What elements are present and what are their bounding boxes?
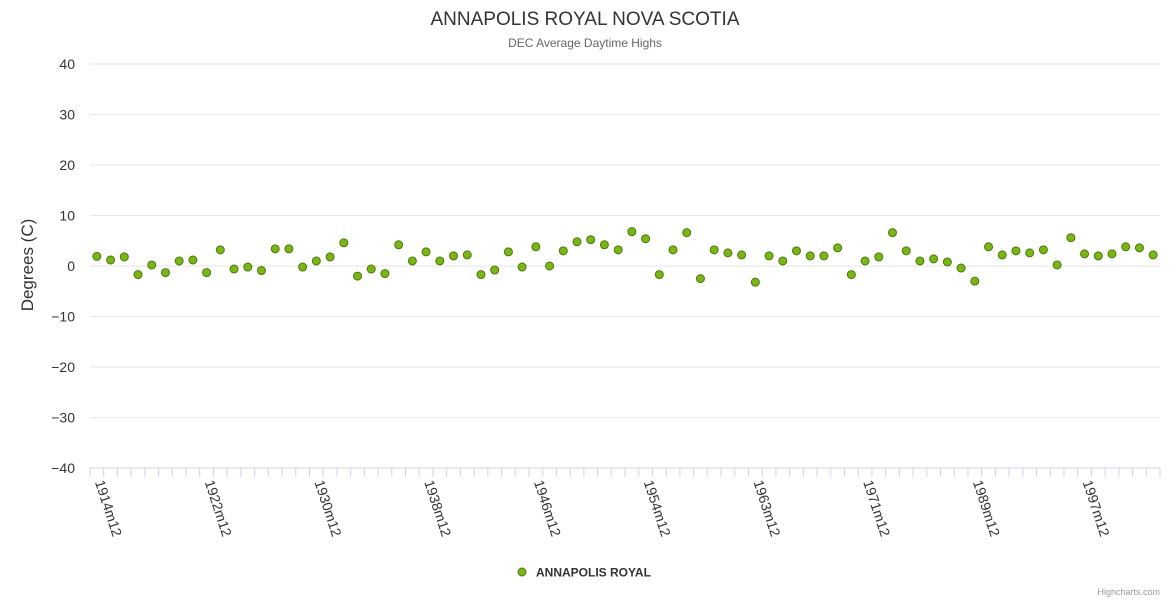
data-point[interactable]: [106, 255, 116, 265]
data-point[interactable]: [1025, 248, 1035, 258]
chart-title: ANNAPOLIS ROYAL NOVA SCOTIA: [430, 9, 739, 30]
legend-label[interactable]: ANNAPOLIS ROYAL: [536, 566, 651, 580]
data-point[interactable]: [641, 234, 651, 244]
data-point[interactable]: [586, 235, 596, 245]
legend[interactable]: ANNAPOLIS ROYAL: [517, 566, 651, 580]
data-point[interactable]: [243, 262, 253, 272]
data-point[interactable]: [997, 250, 1007, 260]
data-point[interactable]: [558, 246, 568, 256]
data-point[interactable]: [860, 256, 870, 266]
data-point[interactable]: [298, 262, 308, 272]
data-point[interactable]: [394, 240, 404, 250]
data-point[interactable]: [476, 270, 486, 280]
data-point[interactable]: [627, 227, 637, 237]
data-point[interactable]: [709, 245, 719, 255]
data-point[interactable]: [1038, 245, 1048, 255]
data-point[interactable]: [353, 271, 362, 281]
data-point[interactable]: [846, 270, 856, 280]
data-points: [92, 227, 1158, 287]
data-point[interactable]: [668, 245, 678, 255]
data-point[interactable]: [256, 266, 266, 276]
y-tick-label: −40: [51, 460, 75, 476]
data-point[interactable]: [284, 244, 294, 254]
data-point[interactable]: [174, 256, 184, 266]
data-point[interactable]: [1121, 242, 1131, 252]
data-point[interactable]: [119, 252, 129, 262]
data-point[interactable]: [723, 248, 733, 258]
data-point[interactable]: [970, 276, 980, 286]
data-point[interactable]: [449, 251, 459, 261]
data-point[interactable]: [188, 255, 198, 265]
data-point[interactable]: [750, 277, 760, 287]
data-point[interactable]: [311, 256, 321, 266]
gridlines: [90, 63, 1160, 418]
data-point[interactable]: [202, 268, 212, 278]
data-point[interactable]: [888, 228, 897, 238]
data-point[interactable]: [599, 240, 609, 250]
data-point[interactable]: [695, 274, 705, 284]
data-point[interactable]: [229, 264, 239, 274]
y-tick-label: 30: [59, 107, 75, 123]
data-point[interactable]: [1080, 249, 1090, 259]
data-point[interactable]: [435, 256, 445, 266]
data-point[interactable]: [874, 252, 884, 262]
data-point[interactable]: [490, 265, 500, 275]
data-point[interactable]: [1066, 233, 1076, 243]
data-point[interactable]: [654, 270, 664, 280]
data-point[interactable]: [956, 263, 966, 273]
data-point[interactable]: [1052, 260, 1062, 270]
data-point[interactable]: [1093, 251, 1103, 261]
data-point[interactable]: [737, 250, 747, 260]
data-point[interactable]: [984, 242, 994, 252]
data-point[interactable]: [421, 247, 431, 257]
data-point[interactable]: [613, 245, 623, 255]
data-point[interactable]: [901, 246, 911, 256]
chart-subtitle: DEC Average Daytime Highs: [508, 36, 662, 50]
data-point[interactable]: [1107, 249, 1117, 259]
data-point[interactable]: [531, 242, 541, 252]
y-tick-label: −10: [51, 309, 75, 325]
data-point[interactable]: [339, 238, 349, 248]
legend-marker: [517, 567, 527, 577]
y-tick-label: 0: [67, 258, 75, 274]
data-point[interactable]: [92, 251, 102, 261]
y-tick-label: −30: [51, 410, 75, 426]
data-point[interactable]: [682, 228, 692, 238]
data-point[interactable]: [366, 264, 376, 274]
data-point[interactable]: [778, 256, 788, 266]
credits-link[interactable]: Highcharts.com: [1097, 587, 1160, 597]
data-point[interactable]: [833, 243, 843, 253]
y-axis: −40 −30 −20 −10 0 10 20 30 40: [51, 56, 75, 476]
data-point[interactable]: [1011, 246, 1021, 256]
data-point[interactable]: [1148, 250, 1158, 260]
data-point[interactable]: [503, 247, 513, 257]
y-tick-label: 40: [59, 56, 75, 72]
data-point[interactable]: [215, 245, 225, 255]
data-point[interactable]: [915, 256, 925, 266]
y-tick-label: 10: [59, 208, 75, 224]
data-point[interactable]: [764, 251, 774, 261]
data-point[interactable]: [380, 269, 390, 279]
y-tick-label: 20: [59, 157, 75, 173]
data-point[interactable]: [407, 256, 417, 266]
data-point[interactable]: [1134, 243, 1144, 253]
data-point[interactable]: [791, 246, 801, 256]
data-point[interactable]: [517, 262, 527, 272]
data-point[interactable]: [270, 244, 280, 254]
data-point[interactable]: [942, 257, 952, 267]
data-point[interactable]: [325, 252, 335, 262]
y-axis-title: Degrees (C): [18, 219, 37, 312]
data-point[interactable]: [819, 251, 829, 261]
data-point[interactable]: [160, 268, 170, 278]
data-point[interactable]: [805, 251, 815, 261]
data-point[interactable]: [462, 250, 472, 260]
data-point[interactable]: [133, 270, 143, 280]
data-point[interactable]: [545, 261, 555, 271]
data-point[interactable]: [572, 237, 582, 247]
y-tick-label: −20: [51, 359, 75, 375]
data-point[interactable]: [929, 254, 939, 264]
data-point[interactable]: [147, 260, 157, 270]
